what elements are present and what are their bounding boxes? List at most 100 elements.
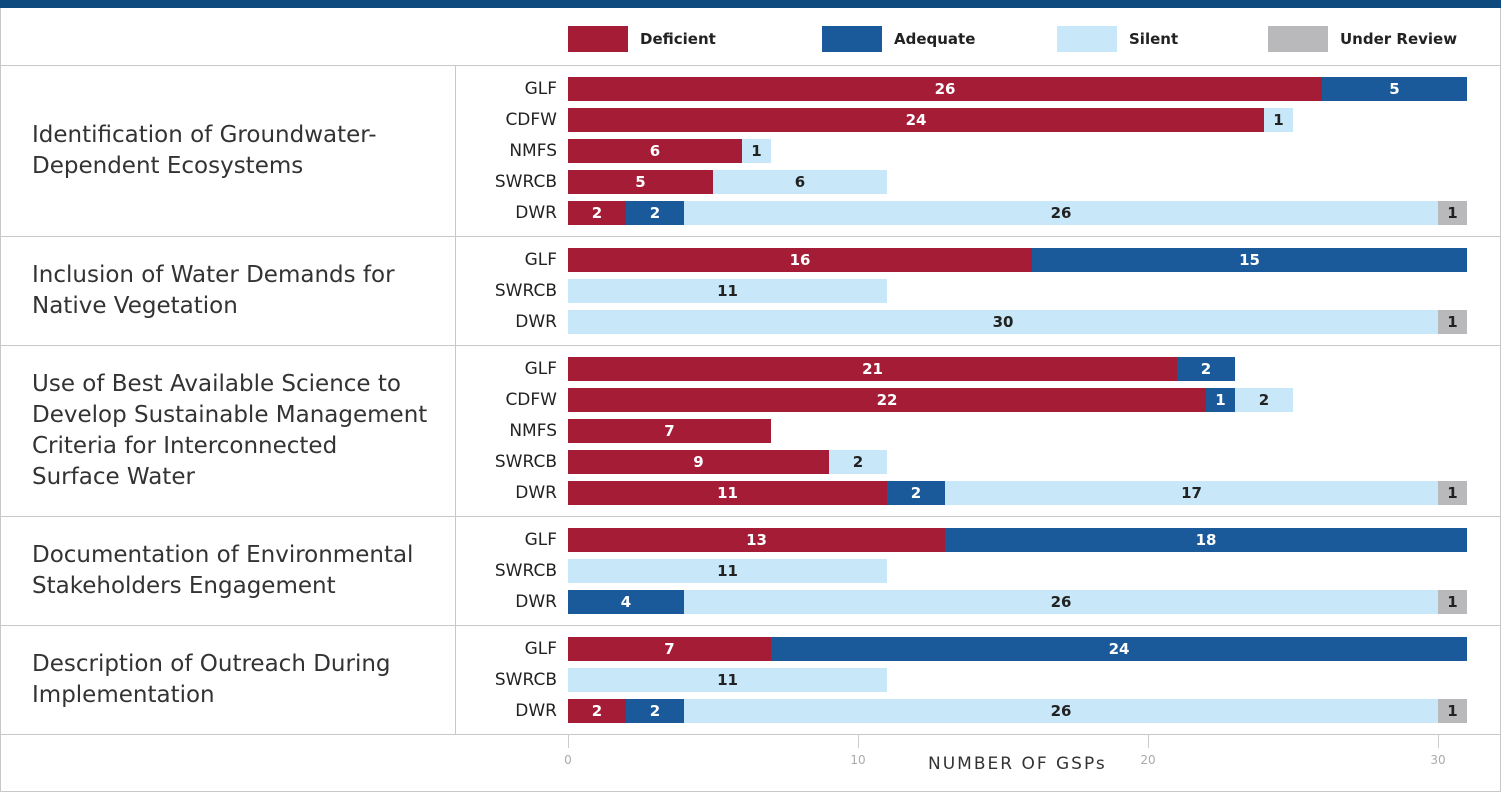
bar-segment (568, 527, 945, 552)
value-label: 11 (717, 483, 738, 502)
row-label: GLF (524, 358, 557, 379)
row-label: SWRCB (494, 280, 557, 301)
value-label: 2 (1200, 359, 1212, 378)
group-label: Documentation of Environmental Stakehold… (32, 541, 414, 599)
x-tick-label: 0 (564, 753, 572, 767)
value-label: 26 (1050, 592, 1072, 611)
bar-segment (568, 480, 887, 505)
value-label: 5 (1389, 79, 1400, 98)
bar-segment (1438, 309, 1467, 334)
value-label: 6 (649, 141, 661, 160)
row-label: DWR (515, 700, 557, 721)
value-label: 7 (664, 639, 675, 658)
value-label: 24 (1108, 639, 1130, 658)
row-label: SWRCB (494, 669, 557, 690)
row-label: CDFW (505, 109, 557, 130)
border (0, 8, 1, 792)
legend-swatch (1268, 26, 1328, 52)
row-label: DWR (515, 202, 557, 223)
bar-segment (945, 527, 1467, 552)
value-label: 1 (1447, 203, 1458, 222)
value-label: 15 (1239, 250, 1260, 269)
value-label: 17 (1181, 483, 1202, 502)
row-label: SWRCB (494, 451, 557, 472)
bar-segment (1438, 698, 1467, 723)
top-strip (0, 0, 1501, 8)
value-label: 4 (620, 592, 632, 611)
row-label: SWRCB (494, 560, 557, 581)
legend-label: Adequate (894, 30, 976, 48)
value-label: 18 (1195, 530, 1217, 549)
bar-segment (1032, 247, 1467, 272)
value-label: 26 (1050, 701, 1072, 720)
row-label: NMFS (509, 420, 557, 441)
tick-mark (1438, 734, 1439, 748)
legend-swatch (1057, 26, 1117, 52)
value-label: 2 (591, 701, 603, 720)
group-label: Inclusion of Water Demands for Native Ve… (32, 261, 395, 319)
value-label: 11 (717, 670, 738, 689)
bar-segment (626, 698, 684, 723)
value-label: 9 (693, 452, 704, 471)
bar-segment (1438, 589, 1467, 614)
bar-segment (568, 107, 1264, 132)
bar-segment (829, 449, 887, 474)
value-label: 11 (717, 281, 738, 300)
group-divider (0, 734, 1501, 735)
group-divider (0, 345, 1501, 346)
border (0, 65, 1501, 66)
tick-mark (1148, 734, 1149, 748)
bar-segment (568, 698, 626, 723)
value-label: 1 (751, 141, 762, 160)
tick-mark (568, 734, 569, 748)
bar-segment (568, 278, 887, 303)
bar-segment (1206, 387, 1235, 412)
bar-segment (887, 480, 945, 505)
value-label: 6 (794, 172, 806, 191)
x-tick-label: 10 (850, 753, 866, 767)
value-label: 2 (852, 452, 864, 471)
value-label: 30 (992, 312, 1014, 331)
bar-segment (1235, 387, 1293, 412)
bar-segment (568, 138, 742, 163)
value-label: 1 (1273, 110, 1284, 129)
bar-segment (568, 636, 771, 661)
bar-segment (568, 169, 713, 194)
legend-swatch (568, 26, 628, 52)
value-label: 7 (664, 421, 675, 440)
group-label: Description of Outreach During Implement… (32, 650, 391, 708)
bar-segment (742, 138, 771, 163)
group-divider (0, 625, 1501, 626)
bar-segment (568, 558, 887, 583)
row-label: DWR (515, 591, 557, 612)
group-divider (0, 236, 1501, 237)
value-label: 5 (635, 172, 646, 191)
bar-segment (568, 387, 1206, 412)
group-divider (0, 516, 1501, 517)
row-label: GLF (524, 529, 557, 550)
row-label: GLF (524, 638, 557, 659)
value-label: 26 (934, 79, 956, 98)
value-label: 24 (905, 110, 927, 129)
bar-segment (568, 200, 626, 225)
bar-segment (684, 589, 1438, 614)
bar-segment (1438, 480, 1467, 505)
bar-segment (1264, 107, 1293, 132)
value-label: 1 (1447, 312, 1458, 331)
bar-segment (626, 200, 684, 225)
bar-segment (568, 356, 1177, 381)
value-label: 22 (876, 390, 898, 409)
bar-segment (684, 200, 1438, 225)
value-label: 21 (862, 359, 883, 378)
bar-segment (1322, 76, 1467, 101)
row-label: GLF (524, 249, 557, 270)
x-axis-label: NUMBER OF GSPs (928, 754, 1107, 774)
group-label: Identification of Groundwater-Dependent … (32, 121, 377, 179)
legend-label: Under Review (1340, 30, 1458, 48)
tick-mark (858, 734, 859, 748)
row-label: DWR (515, 311, 557, 332)
value-label: 2 (910, 483, 922, 502)
value-label: 26 (1050, 203, 1072, 222)
bar-segment (1438, 200, 1467, 225)
